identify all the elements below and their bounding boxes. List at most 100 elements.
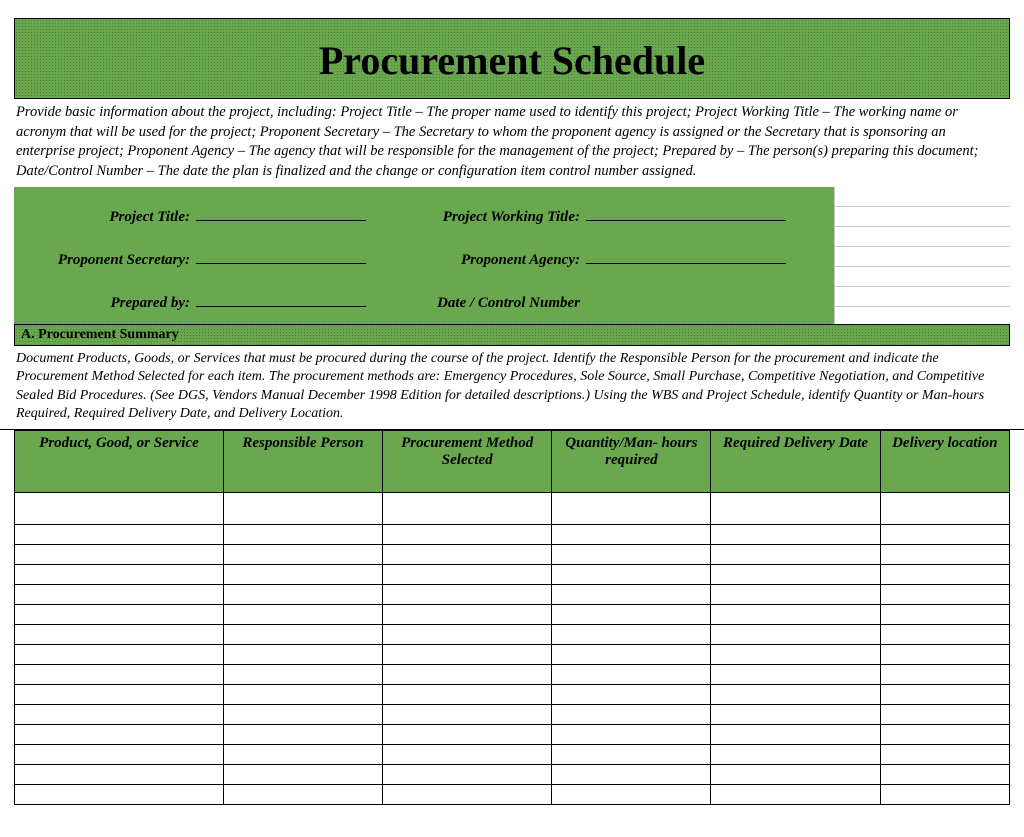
table-cell[interactable]: [552, 765, 711, 785]
table-row[interactable]: [15, 493, 1010, 525]
table-cell[interactable]: [711, 545, 880, 565]
table-cell[interactable]: [15, 625, 224, 645]
table-cell[interactable]: [552, 545, 711, 565]
table-cell[interactable]: [383, 525, 552, 545]
table-cell[interactable]: [383, 745, 552, 765]
table-cell[interactable]: [711, 625, 880, 645]
table-cell[interactable]: [223, 685, 382, 705]
table-row[interactable]: [15, 585, 1010, 605]
table-cell[interactable]: [223, 645, 382, 665]
table-cell[interactable]: [880, 545, 1009, 565]
table-cell[interactable]: [880, 745, 1009, 765]
table-cell[interactable]: [880, 765, 1009, 785]
input-proponent-secretary[interactable]: [196, 248, 366, 264]
table-cell[interactable]: [15, 785, 224, 805]
input-proponent-agency[interactable]: [586, 248, 786, 264]
table-cell[interactable]: [552, 565, 711, 585]
input-prepared-by[interactable]: [196, 291, 366, 307]
table-row[interactable]: [15, 705, 1010, 725]
table-cell[interactable]: [880, 585, 1009, 605]
table-cell[interactable]: [711, 785, 880, 805]
table-cell[interactable]: [552, 493, 711, 525]
table-cell[interactable]: [880, 625, 1009, 645]
table-cell[interactable]: [15, 565, 224, 585]
table-row[interactable]: [15, 725, 1010, 745]
table-row[interactable]: [15, 745, 1010, 765]
table-cell[interactable]: [552, 625, 711, 645]
table-cell[interactable]: [15, 605, 224, 625]
table-cell[interactable]: [383, 605, 552, 625]
table-cell[interactable]: [711, 645, 880, 665]
table-cell[interactable]: [552, 785, 711, 805]
table-cell[interactable]: [383, 725, 552, 745]
table-cell[interactable]: [880, 645, 1009, 665]
table-cell[interactable]: [15, 545, 224, 565]
table-cell[interactable]: [711, 765, 880, 785]
table-cell[interactable]: [552, 725, 711, 745]
table-row[interactable]: [15, 765, 1010, 785]
table-cell[interactable]: [711, 685, 880, 705]
table-row[interactable]: [15, 625, 1010, 645]
table-cell[interactable]: [383, 685, 552, 705]
table-cell[interactable]: [15, 525, 224, 545]
input-project-working-title[interactable]: [586, 205, 786, 221]
table-row[interactable]: [15, 665, 1010, 685]
table-cell[interactable]: [223, 745, 382, 765]
table-cell[interactable]: [383, 765, 552, 785]
table-cell[interactable]: [880, 605, 1009, 625]
table-cell[interactable]: [15, 705, 224, 725]
table-row[interactable]: [15, 525, 1010, 545]
table-row[interactable]: [15, 605, 1010, 625]
table-cell[interactable]: [552, 605, 711, 625]
table-row[interactable]: [15, 545, 1010, 565]
table-cell[interactable]: [223, 545, 382, 565]
table-cell[interactable]: [15, 765, 224, 785]
table-cell[interactable]: [15, 725, 224, 745]
table-cell[interactable]: [711, 525, 880, 545]
table-cell[interactable]: [552, 645, 711, 665]
table-cell[interactable]: [15, 665, 224, 685]
table-cell[interactable]: [880, 525, 1009, 545]
table-cell[interactable]: [223, 585, 382, 605]
table-cell[interactable]: [15, 585, 224, 605]
table-row[interactable]: [15, 685, 1010, 705]
table-cell[interactable]: [552, 745, 711, 765]
table-cell[interactable]: [880, 725, 1009, 745]
table-cell[interactable]: [383, 493, 552, 525]
table-cell[interactable]: [711, 493, 880, 525]
table-cell[interactable]: [552, 525, 711, 545]
table-cell[interactable]: [223, 785, 382, 805]
table-row[interactable]: [15, 785, 1010, 805]
table-cell[interactable]: [223, 665, 382, 685]
table-cell[interactable]: [552, 585, 711, 605]
table-cell[interactable]: [711, 725, 880, 745]
table-cell[interactable]: [15, 645, 224, 665]
table-cell[interactable]: [223, 525, 382, 545]
table-cell[interactable]: [711, 705, 880, 725]
table-cell[interactable]: [880, 493, 1009, 525]
table-cell[interactable]: [223, 625, 382, 645]
table-cell[interactable]: [711, 585, 880, 605]
table-cell[interactable]: [711, 605, 880, 625]
table-cell[interactable]: [383, 565, 552, 585]
table-cell[interactable]: [383, 785, 552, 805]
table-cell[interactable]: [383, 625, 552, 645]
table-cell[interactable]: [880, 705, 1009, 725]
table-cell[interactable]: [880, 665, 1009, 685]
table-row[interactable]: [15, 565, 1010, 585]
table-cell[interactable]: [223, 493, 382, 525]
table-cell[interactable]: [15, 745, 224, 765]
table-cell[interactable]: [223, 565, 382, 585]
table-cell[interactable]: [223, 725, 382, 745]
table-cell[interactable]: [552, 665, 711, 685]
table-cell[interactable]: [223, 765, 382, 785]
table-cell[interactable]: [383, 545, 552, 565]
table-cell[interactable]: [383, 705, 552, 725]
input-project-title[interactable]: [196, 205, 366, 221]
table-cell[interactable]: [880, 785, 1009, 805]
table-cell[interactable]: [223, 605, 382, 625]
table-cell[interactable]: [880, 565, 1009, 585]
table-cell[interactable]: [552, 705, 711, 725]
table-cell[interactable]: [383, 665, 552, 685]
table-row[interactable]: [15, 645, 1010, 665]
